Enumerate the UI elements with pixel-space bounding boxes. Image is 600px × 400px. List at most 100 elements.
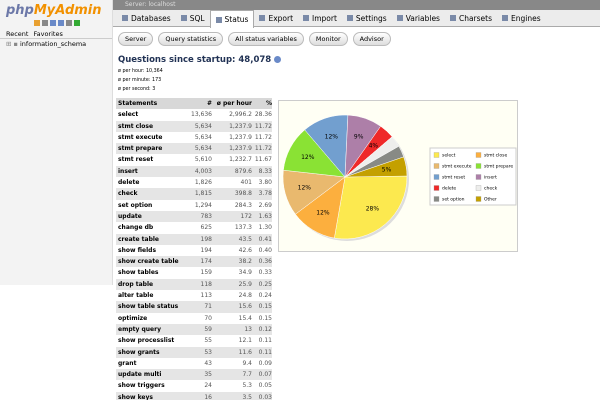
cell: 28.36 bbox=[254, 111, 272, 119]
tab[interactable]: Settings bbox=[342, 10, 392, 26]
tree-label[interactable]: information_schema bbox=[19, 40, 87, 48]
cell: 1,237.9 bbox=[229, 145, 252, 153]
cell: change db bbox=[118, 224, 154, 232]
cell: update multi bbox=[118, 371, 162, 379]
legend-swatch bbox=[433, 152, 440, 158]
cell: show keys bbox=[118, 393, 153, 400]
cell: 16 bbox=[204, 393, 212, 400]
table-row: empty query 59 13 0.12 bbox=[116, 323, 272, 336]
tab-label[interactable]: Export bbox=[268, 13, 294, 23]
cell: 55 bbox=[204, 337, 212, 345]
tab-label[interactable]: Variables bbox=[405, 13, 440, 23]
tab-label[interactable]: Import bbox=[312, 13, 337, 23]
tab-label[interactable]: Databases bbox=[131, 13, 171, 23]
slice-label: 5% bbox=[382, 166, 392, 173]
breadcrumb[interactable]: Server: localhost bbox=[113, 0, 600, 10]
table-row: show triggers 24 5.3 0.05 bbox=[116, 380, 272, 391]
tab-label[interactable]: Settings bbox=[355, 13, 387, 23]
legend-label: check bbox=[484, 186, 498, 192]
cell: grant bbox=[118, 359, 137, 367]
cell: 3.78 bbox=[258, 190, 272, 198]
cell: update bbox=[118, 212, 142, 220]
cell: 1,232.7 bbox=[229, 156, 252, 164]
table-row: alter table 113 24.8 0.24 bbox=[116, 290, 272, 301]
table-row: show fields 194 42.6 0.40 bbox=[116, 245, 272, 256]
cell: show tables bbox=[118, 269, 159, 277]
cell: 0.15 bbox=[258, 303, 272, 311]
settings-icon[interactable] bbox=[66, 20, 72, 26]
cell: 0.09 bbox=[258, 359, 272, 367]
docs-icon[interactable] bbox=[50, 20, 56, 26]
cell: 8.33 bbox=[258, 167, 272, 175]
table-row: optimize 70 15.4 0.15 bbox=[116, 313, 272, 324]
reload-icon[interactable] bbox=[74, 20, 80, 26]
legend-label: set option bbox=[442, 197, 465, 203]
tab[interactable]: Charsets bbox=[445, 10, 497, 26]
subtab[interactable]: Monitor bbox=[308, 32, 348, 46]
legend-label: select bbox=[442, 153, 456, 159]
subtab[interactable]: All status variables bbox=[228, 32, 304, 46]
subtab[interactable]: Advisor bbox=[352, 32, 391, 46]
tab[interactable]: Import bbox=[298, 10, 342, 26]
table-row: grant 43 9.4 0.09 bbox=[116, 358, 272, 369]
cell: stmt execute bbox=[118, 133, 163, 141]
cell: 43 bbox=[204, 359, 212, 367]
cell: 9.4 bbox=[242, 359, 252, 367]
cell: 1,294 bbox=[194, 201, 212, 209]
legend-swatch bbox=[475, 174, 482, 180]
cell: 71 bbox=[204, 303, 212, 311]
cell: 0.36 bbox=[258, 258, 272, 266]
tab-icon bbox=[180, 15, 187, 21]
cell: 879.6 bbox=[234, 167, 252, 175]
side-tab[interactable]: Recent bbox=[6, 30, 29, 38]
tree-item[interactable]: ⊞ ▪ information_schema bbox=[6, 40, 87, 48]
legend-swatch bbox=[475, 152, 482, 158]
tab[interactable]: Databases bbox=[117, 10, 176, 26]
legend-swatch bbox=[433, 163, 440, 169]
tab-label[interactable]: Engines bbox=[511, 13, 541, 23]
exit-icon[interactable] bbox=[42, 20, 48, 26]
cell: 70 bbox=[204, 314, 212, 322]
cell: 198 bbox=[200, 235, 212, 243]
table-row: show create table 174 38.2 0.36 bbox=[116, 256, 272, 268]
slice-label: 4% bbox=[369, 142, 379, 149]
tab-icon bbox=[259, 15, 266, 21]
tab-label[interactable]: Charsets bbox=[458, 13, 493, 23]
tab[interactable]: Status bbox=[209, 10, 255, 28]
cell: 53 bbox=[204, 348, 212, 356]
cell: stmt reset bbox=[118, 156, 154, 164]
help-icon[interactable] bbox=[58, 20, 64, 26]
help-icon[interactable] bbox=[274, 56, 282, 63]
tab-label[interactable]: SQL bbox=[189, 13, 205, 23]
tab[interactable]: SQL bbox=[176, 10, 210, 26]
legend-label: stmt execute bbox=[442, 164, 472, 170]
header-cell: Statements bbox=[118, 100, 158, 107]
cell: show triggers bbox=[118, 382, 165, 390]
cell: 11.72 bbox=[254, 122, 272, 130]
side-tab[interactable]: Favorites bbox=[33, 30, 63, 38]
table-row: show grants 53 11.6 0.11 bbox=[116, 346, 272, 358]
cell: 0.25 bbox=[258, 280, 272, 288]
cell: 0.12 bbox=[258, 325, 272, 333]
tab[interactable]: Variables bbox=[392, 10, 445, 26]
cell: 0.11 bbox=[258, 348, 272, 356]
cell: 0.41 bbox=[258, 235, 272, 243]
cell: 5,634 bbox=[194, 145, 212, 153]
table-row: stmt execute 5,634 1,237.9 11.72 bbox=[116, 132, 272, 143]
home-icon[interactable] bbox=[34, 20, 40, 26]
cell: 4,003 bbox=[194, 167, 212, 175]
header-cell: % bbox=[265, 100, 272, 107]
cell: 1,237.9 bbox=[229, 133, 252, 141]
slice-label: 12% bbox=[301, 154, 315, 161]
legend-swatch bbox=[433, 174, 440, 180]
tab[interactable]: Engines bbox=[497, 10, 546, 26]
cell: stmt prepare bbox=[118, 145, 163, 153]
tab[interactable]: Export bbox=[254, 10, 298, 26]
cell: 159 bbox=[200, 269, 212, 277]
subtab[interactable]: Server bbox=[118, 32, 154, 46]
pie-slice bbox=[344, 156, 408, 178]
subtab[interactable]: Query statistics bbox=[158, 32, 224, 46]
tab-label[interactable]: Status bbox=[224, 15, 249, 24]
cell: 1.30 bbox=[258, 224, 272, 232]
cell: 172 bbox=[240, 212, 252, 220]
